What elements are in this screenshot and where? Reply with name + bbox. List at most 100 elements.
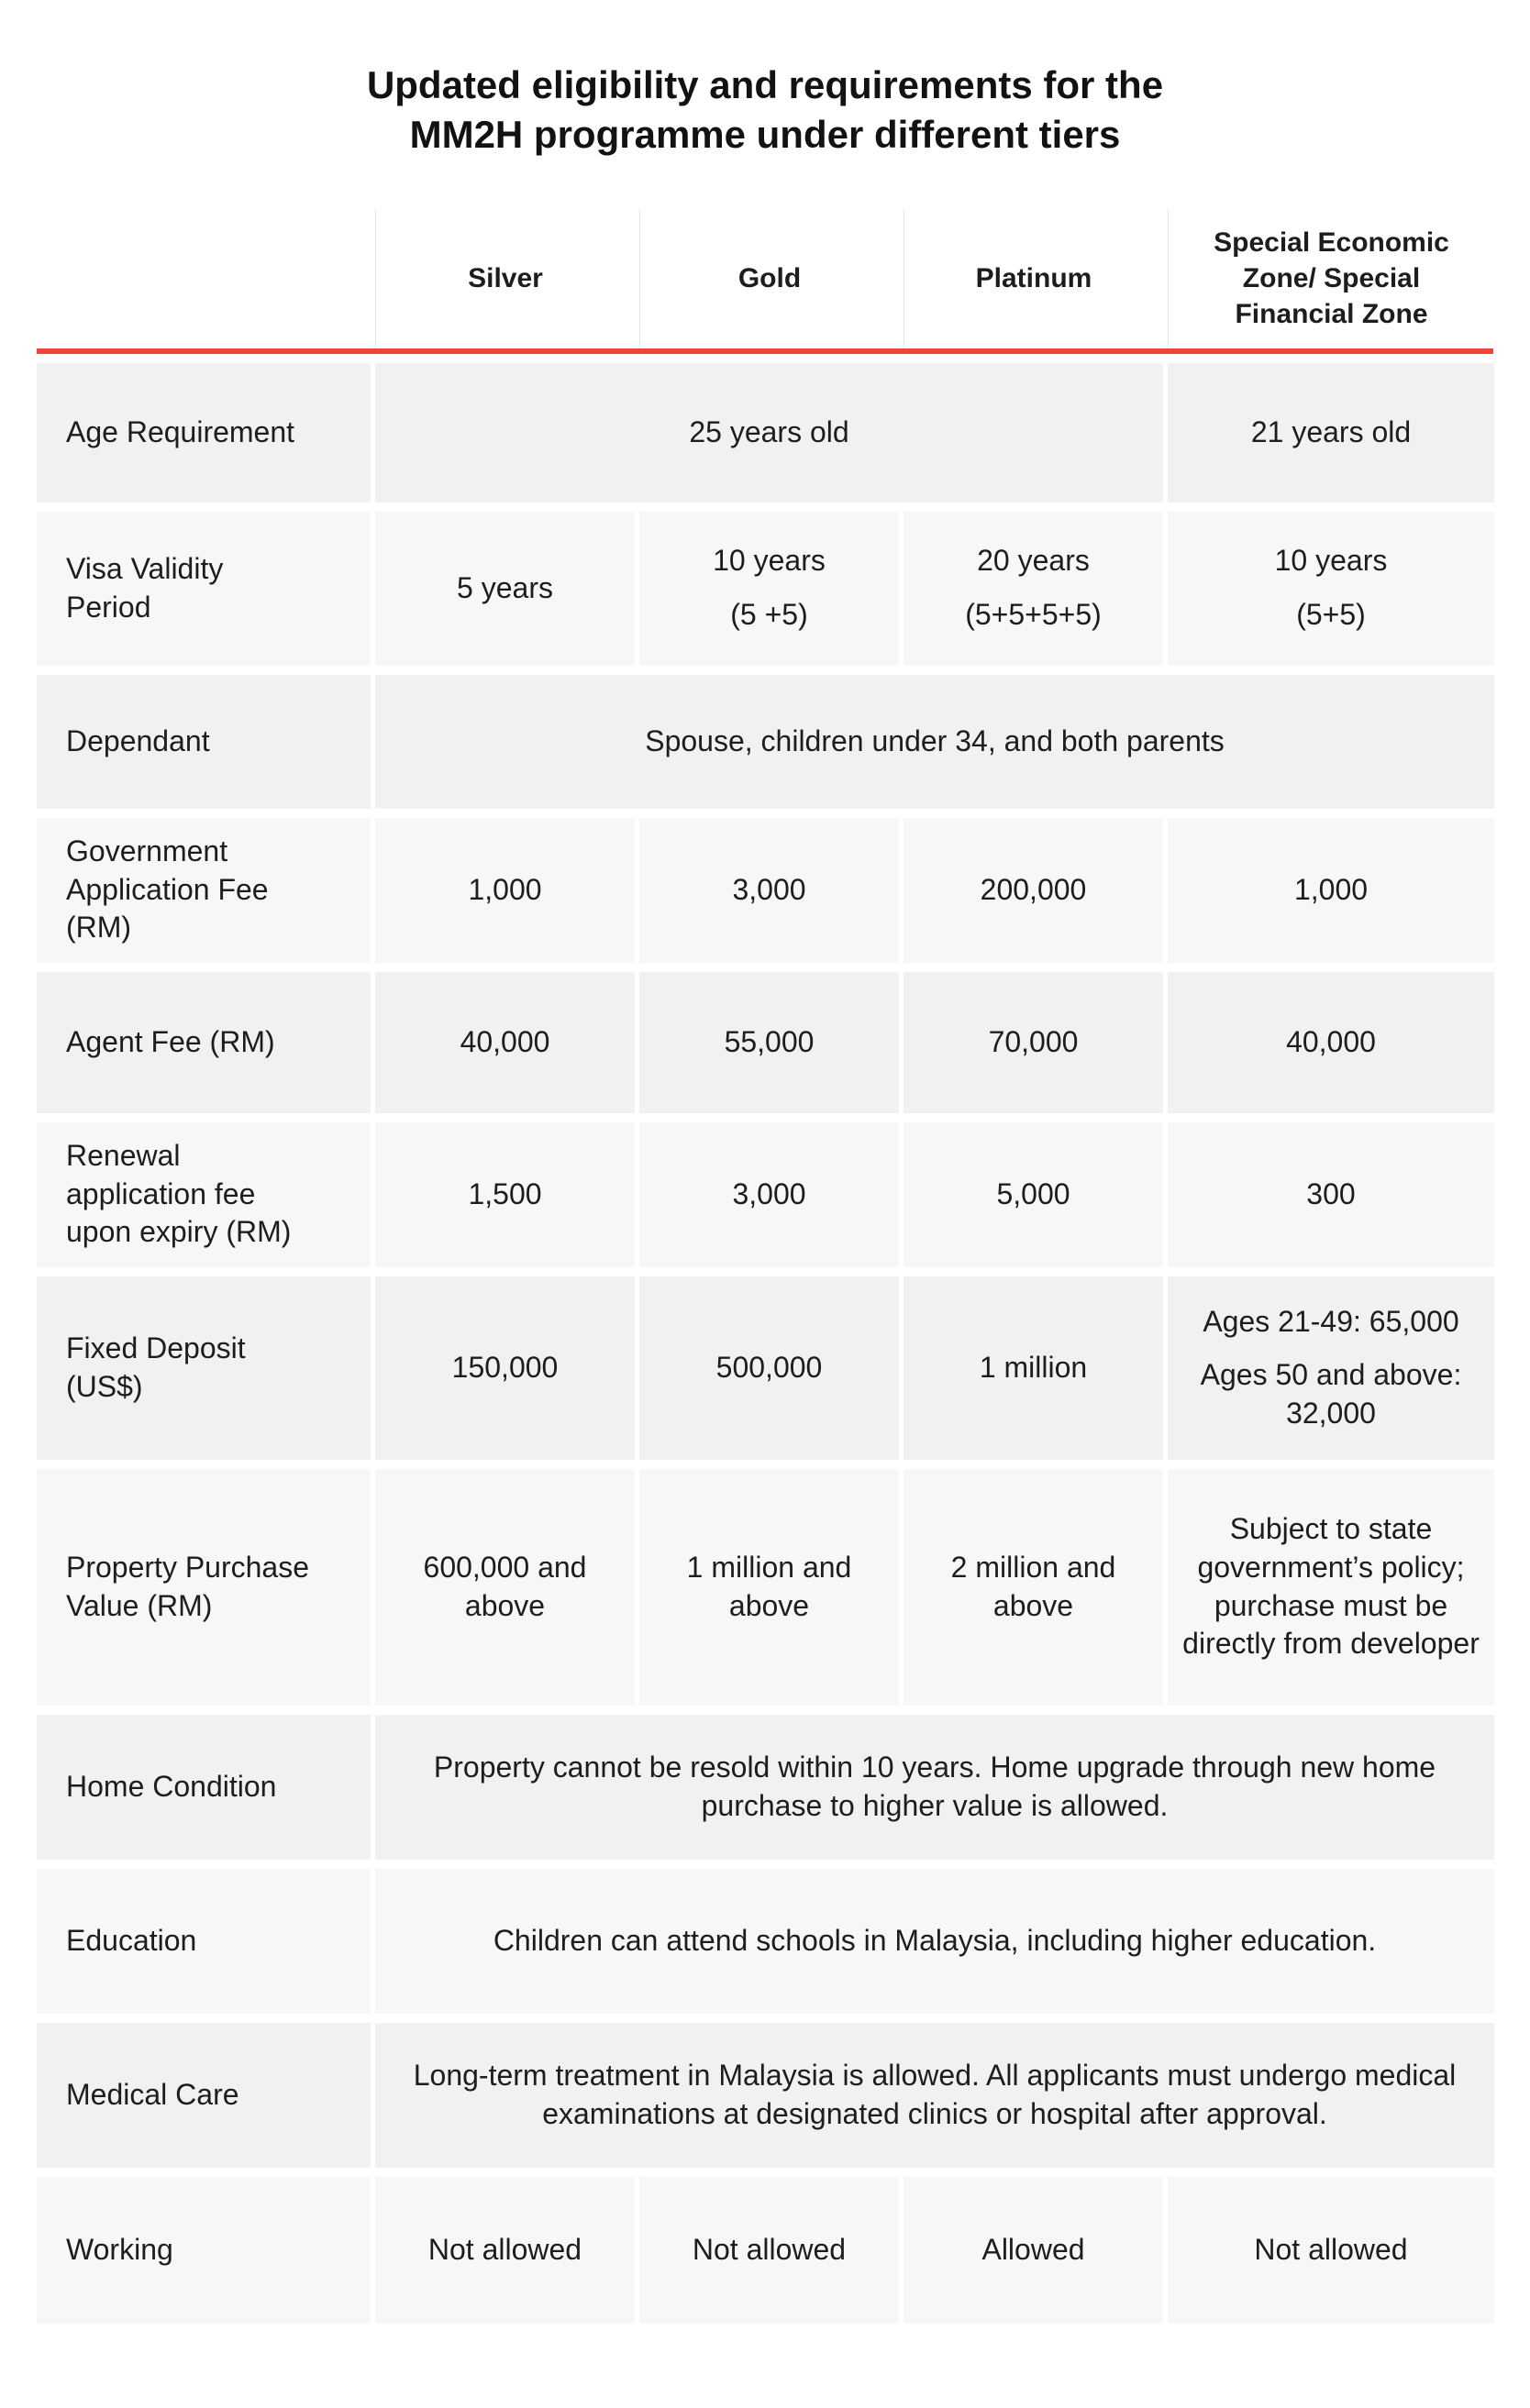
cell-text: Property cannot be resold within 10 year… [433,1750,1436,1822]
cell-text: 1 million and above [686,1550,852,1622]
row-label-text: Visa Validity Period [66,551,224,624]
column-header-label: Silver [468,263,543,293]
cell-sez: Subject to state government’s policy; pu… [1168,1468,1494,1706]
cell-text-stack: Ages 21-49: 65,000 Ages 50 and above: 32… [1182,1303,1480,1433]
cell-text: Children can attend schools in Malaysia,… [493,1923,1377,1957]
table-row: Property Purchase Value (RM) 600,000 and… [37,1468,1494,1706]
column-header-platinum: Platinum [904,208,1163,348]
row-label-text: Age Requirement [66,414,295,448]
table-row: Renewal application fee upon expiry (RM)… [37,1121,1494,1267]
cell-sez: 40,000 [1168,971,1494,1113]
row-label-text: Government Application Fee (RM) [66,834,269,944]
cell-gold: 500,000 [639,1276,899,1460]
row-label-text: Medical Care [66,2077,239,2111]
row-label-text: Renewal application fee upon expiry (RM) [66,1139,292,1249]
cell-silver: 5 years [375,511,635,666]
cell-silver: Not allowed [375,2176,635,2324]
cell-text: Ages 50 and above: 32,000 [1200,1358,1462,1430]
cell-text: 600,000 and above [423,1550,587,1622]
cell-sez: 21 years old [1168,362,1494,503]
cell-text: 300 [1306,1176,1356,1210]
cell-all-tiers: Property cannot be resold within 10 year… [375,1714,1494,1860]
table-row: Medical Care Long-term treatment in Mala… [37,2022,1494,2168]
cell-text: 1,500 [468,1176,542,1210]
cell-sez: 1,000 [1168,817,1494,963]
cell-platinum: Allowed [904,2176,1163,2324]
column-header-sez: Special Economic Zone/ Special Financial… [1168,208,1494,348]
cell-text: 10 years [713,544,826,578]
row-label-text: Agent Fee (RM) [66,1024,275,1058]
cell-text: 500,000 [715,1350,823,1384]
cell-text: 1,000 [468,872,542,906]
cell-text: 20 years [977,544,1090,578]
cell-text: 1,000 [1293,872,1369,906]
cell-text: 70,000 [988,1024,1079,1058]
cell-silver: 150,000 [375,1276,635,1460]
cell-platinum: 200,000 [904,817,1163,963]
table-row: Home Condition Property cannot be resold… [37,1714,1494,1860]
page-title-line1: Updated eligibility and requirements for… [366,63,1164,106]
row-label: Age Requirement [37,362,371,503]
table-header-row: Silver Gold Platinum Special Economic Zo… [37,208,1494,348]
row-label: Dependant [37,674,371,809]
page-title: Updated eligibility and requirements for… [37,61,1493,160]
row-label-text: Home Condition [66,1769,277,1803]
cell-text: Ages 21-49: 65,000 [1203,1304,1459,1338]
cell-sez: 300 [1168,1121,1494,1267]
cell-text: (5 +5) [730,598,808,631]
table-row: Working Not allowed Not allowed Allowed … [37,2176,1494,2324]
cell-text: 200,000 [980,872,1087,906]
cell-text: 40,000 [460,1024,550,1058]
cell-text: (5+5+5+5) [965,598,1102,631]
table-row: Government Application Fee (RM) 1,000 3,… [37,817,1494,963]
cell-text: Not allowed [427,2232,582,2266]
cell-platinum: 20 years (5+5+5+5) [904,511,1163,666]
cell-gold: 3,000 [639,1121,899,1267]
cell-text: Spouse, children under 34, and both pare… [645,724,1225,757]
cell-text: 5,000 [996,1176,1070,1210]
row-label-text: Property Purchase Value (RM) [66,1550,310,1622]
table-row: Fixed Deposit (US$) 150,000 500,000 1 mi… [37,1276,1494,1460]
table-row: Visa Validity Period 5 years 10 years (5… [37,511,1494,666]
row-label: Fixed Deposit (US$) [37,1276,371,1460]
column-header-silver: Silver [375,208,635,348]
header-divider-line [37,348,1493,354]
cell-text-stack: 10 years (5+5) [1275,542,1388,634]
cell-text: 1 million [979,1350,1088,1384]
mm2h-comparison-table-page: Updated eligibility and requirements for… [0,61,1530,2324]
cell-text: Allowed [981,2232,1085,2266]
cell-silver: 40,000 [375,971,635,1113]
cell-text: 40,000 [1286,1024,1376,1058]
cell-text: 3,000 [732,872,806,906]
column-header-label: Special Economic Zone/ Special Financial… [1214,227,1449,329]
cell-text: 55,000 [724,1024,815,1058]
cell-text: 5 years [457,570,553,604]
cell-text: 25 years old [689,414,849,448]
cell-sez: 10 years (5+5) [1168,511,1494,666]
row-label: Property Purchase Value (RM) [37,1468,371,1706]
table-row: Education Children can attend schools in… [37,1868,1494,2014]
table-row: Agent Fee (RM) 40,000 55,000 70,000 40,0… [37,971,1494,1113]
column-header-label: Platinum [975,263,1092,293]
cell-text-stack: 20 years (5+5+5+5) [965,542,1102,634]
row-label: Education [37,1868,371,2014]
cell-text: 10 years [1274,544,1388,578]
cell-all-tiers: Children can attend schools in Malaysia,… [375,1868,1494,2014]
page-title-line2: MM2H programme under different tiers [409,112,1121,156]
row-label: Medical Care [37,2022,371,2168]
cell-silver: 600,000 and above [375,1468,635,1706]
table-row: Dependant Spouse, children under 34, and… [37,674,1494,809]
column-header-label: Gold [737,263,802,293]
cell-text: (5+5) [1296,598,1366,631]
header-corner-cell [37,208,371,348]
comparison-table: Silver Gold Platinum Special Economic Zo… [37,208,1494,2324]
cell-text: Subject to state government’s policy; pu… [1182,1512,1480,1661]
cell-silver-gold-platinum: 25 years old [375,362,1163,503]
row-label: Agent Fee (RM) [37,971,371,1113]
cell-gold: 55,000 [639,971,899,1113]
cell-text: Not allowed [1254,2232,1408,2266]
cell-text: 3,000 [732,1176,806,1210]
cell-silver: 1,500 [375,1121,635,1267]
row-label-text: Working [66,2232,173,2266]
cell-gold: 1 million and above [639,1468,899,1706]
